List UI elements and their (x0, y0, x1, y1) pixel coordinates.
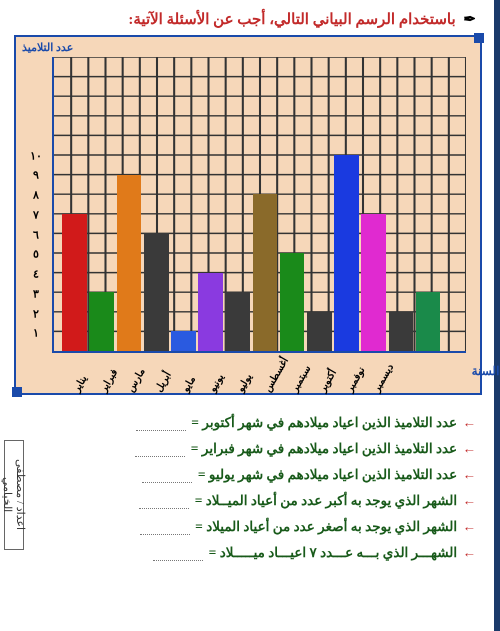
birthday-bar-chart: عدد التلاميذ شهور السنة ١٢٣٤٥٦٧٨٩١٠ يناي… (14, 35, 482, 395)
bar (361, 214, 386, 351)
bar (62, 214, 87, 351)
x-tick-label: يوليو (235, 372, 254, 394)
y-tick-label: ٥ (22, 248, 50, 261)
question-text: عدد التلاميذ الذين اعياد ميلادهم في شهر … (191, 441, 457, 456)
y-tick-label: ٤ (22, 268, 50, 281)
x-tick-label: مايو (180, 374, 198, 394)
question-line: ← الشهـــر الذي بـــه عـــدد ٧ اعيـــاد … (66, 545, 476, 561)
arrow-icon: ← (463, 441, 477, 456)
y-tick-label: ٧ (22, 208, 50, 221)
y-tick-label: ٩ (22, 169, 50, 182)
page-title: ✒ باستخدام الرسم البياني التالي، أجب عن … (6, 6, 494, 35)
credit-text: اعداد / مصطفى الخيامي (1, 441, 27, 549)
arrow-icon: ← (463, 545, 477, 560)
x-tick-label: مارس (126, 367, 148, 395)
question-text: الشهر الذي يوجد به أكبر عدد من أعياد الم… (195, 493, 457, 508)
y-tick-label: ٣ (22, 287, 50, 300)
bar (280, 253, 305, 351)
question-text: عدد التلاميذ الذين اعياد ميلادهم في شهر … (198, 467, 457, 482)
chart-bars (54, 57, 466, 351)
x-tick-label: يونيو (208, 372, 227, 394)
question-line: ← عدد التلاميذ الذين اعياد ميلادهم في شه… (66, 441, 476, 457)
answer-blank (153, 553, 203, 561)
x-ticks: ينايرفبرايرمارسأبريلمايويونيويوليوأغسطسس… (52, 355, 466, 389)
x-tick-label: أكتوبر (317, 368, 339, 394)
bar (307, 312, 332, 351)
question-text: الشهر الذي يوجد به أصغر عدد من أعياد الم… (195, 519, 457, 534)
y-tick-label: ٢ (22, 307, 50, 320)
y-tick-label: ١ (22, 327, 50, 340)
x-axis-title: شهور السنة (472, 364, 500, 379)
y-tick-label: ١٠ (22, 149, 50, 162)
question-line: ← الشهر الذي يوجد به أصغر عدد من أعياد ا… (66, 519, 476, 535)
question-line: ← عدد التلاميذ الذين اعياد ميلادهم في شه… (66, 415, 476, 431)
bar (416, 292, 441, 351)
answer-blank (142, 475, 192, 483)
x-tick-label: فبراير (98, 368, 120, 395)
bar (171, 331, 196, 351)
bar (144, 233, 169, 351)
questions-list: ← عدد التلاميذ الذين اعياد ميلادهم في شه… (66, 415, 476, 561)
credit-box: اعداد / مصطفى الخيامي (4, 440, 24, 550)
x-tick-label: نوفمبر (344, 365, 367, 394)
answer-blank (135, 449, 185, 457)
x-tick-label: أبريل (153, 370, 173, 394)
bar (253, 194, 278, 351)
y-axis-title: عدد التلاميذ (22, 41, 73, 54)
x-tick-label: سبتمبر (290, 364, 314, 394)
answer-blank (140, 527, 190, 535)
title-text: باستخدام الرسم البياني التالي، أجب عن ال… (128, 12, 455, 28)
arrow-icon: ← (463, 415, 477, 430)
x-tick-label: أغسطس (262, 356, 290, 394)
chart-plot-area (52, 57, 466, 353)
bar (225, 292, 250, 351)
bar (117, 175, 142, 351)
question-line: ← عدد التلاميذ الذين اعياد ميلادهم في شه… (66, 467, 476, 483)
bar (389, 312, 414, 351)
title-bullet: ✒ (463, 12, 476, 28)
bar (89, 292, 114, 351)
page: ✒ باستخدام الرسم البياني التالي، أجب عن … (0, 0, 500, 631)
question-text: الشهـــر الذي بـــه عـــدد ٧ اعيـــاد مي… (209, 545, 457, 560)
bar (334, 155, 359, 351)
answer-blank (136, 423, 186, 431)
arrow-icon: ← (463, 519, 477, 534)
question-line: ← الشهر الذي يوجد به أكبر عدد من أعياد ا… (66, 493, 476, 509)
y-ticks: ١ ٢ ٣ ٤ ٥ ٦ ٧ ٨ ٩ ١٠ (22, 57, 50, 353)
arrow-icon: ← (463, 467, 477, 482)
x-tick-label: يناير (71, 374, 89, 394)
y-tick-label: ٨ (22, 189, 50, 202)
arrow-icon: ← (463, 493, 477, 508)
answer-blank (139, 501, 189, 509)
bar (198, 273, 223, 351)
question-text: عدد التلاميذ الذين اعياد ميلادهم في شهر … (191, 415, 457, 430)
y-tick-label: ٦ (22, 228, 50, 241)
x-tick-label: ديسمبر (372, 362, 397, 394)
